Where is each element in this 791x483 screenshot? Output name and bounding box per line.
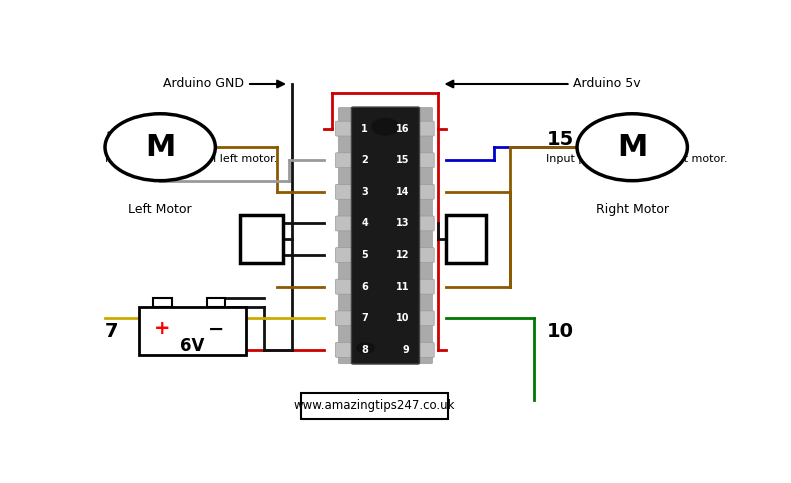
- FancyBboxPatch shape: [335, 216, 354, 231]
- FancyBboxPatch shape: [415, 121, 434, 136]
- FancyBboxPatch shape: [415, 153, 434, 168]
- Text: 1: 1: [361, 124, 368, 134]
- Text: M: M: [617, 133, 647, 162]
- Circle shape: [105, 114, 215, 181]
- Text: 2: 2: [361, 155, 368, 165]
- Text: 6V: 6V: [180, 337, 205, 355]
- FancyBboxPatch shape: [335, 279, 354, 294]
- Text: −: −: [208, 319, 224, 339]
- Text: Right Motor: Right Motor: [596, 203, 668, 216]
- Text: Input pins to  conrol left motor.: Input pins to conrol left motor.: [105, 154, 278, 164]
- Text: 3: 3: [361, 187, 368, 197]
- Text: Arduino 5v: Arduino 5v: [447, 77, 641, 90]
- Text: 12: 12: [396, 250, 410, 260]
- Text: 8: 8: [361, 345, 368, 355]
- Text: 13: 13: [396, 218, 410, 228]
- Text: Arduino GND: Arduino GND: [163, 77, 284, 90]
- Circle shape: [372, 119, 399, 135]
- Circle shape: [357, 343, 374, 353]
- FancyBboxPatch shape: [338, 107, 433, 364]
- FancyBboxPatch shape: [351, 107, 419, 364]
- FancyBboxPatch shape: [335, 153, 354, 168]
- FancyBboxPatch shape: [335, 185, 354, 199]
- FancyBboxPatch shape: [415, 248, 434, 263]
- Text: 15: 15: [396, 155, 410, 165]
- Text: Input pins to control right motor.: Input pins to control right motor.: [547, 154, 728, 164]
- FancyBboxPatch shape: [335, 311, 354, 326]
- FancyBboxPatch shape: [415, 342, 434, 357]
- FancyBboxPatch shape: [415, 279, 434, 294]
- FancyBboxPatch shape: [335, 342, 354, 357]
- Text: 2: 2: [105, 130, 119, 149]
- Circle shape: [577, 114, 687, 181]
- Bar: [301, 393, 448, 419]
- Text: Left Motor: Left Motor: [128, 203, 192, 216]
- Text: 7: 7: [361, 313, 368, 323]
- FancyBboxPatch shape: [335, 248, 354, 263]
- Bar: [138, 307, 246, 355]
- Text: 16: 16: [396, 124, 410, 134]
- Text: 5: 5: [361, 250, 368, 260]
- Text: 7: 7: [105, 322, 119, 341]
- Text: 9: 9: [403, 345, 410, 355]
- Text: M: M: [145, 133, 176, 162]
- Text: 11: 11: [396, 282, 410, 292]
- Text: 14: 14: [396, 187, 410, 197]
- FancyBboxPatch shape: [415, 216, 434, 231]
- Text: www.amazingtips247.co.uk: www.amazingtips247.co.uk: [294, 399, 456, 412]
- Text: +: +: [154, 319, 171, 339]
- FancyBboxPatch shape: [415, 185, 434, 199]
- Text: 4: 4: [361, 218, 368, 228]
- Text: 10: 10: [547, 322, 573, 341]
- FancyBboxPatch shape: [415, 311, 434, 326]
- Bar: [446, 215, 486, 263]
- Bar: [153, 298, 172, 307]
- Text: 10: 10: [396, 313, 410, 323]
- Bar: [240, 215, 283, 263]
- Text: 15: 15: [547, 130, 573, 149]
- FancyBboxPatch shape: [335, 121, 354, 136]
- Bar: [206, 298, 225, 307]
- Text: 6: 6: [361, 282, 368, 292]
